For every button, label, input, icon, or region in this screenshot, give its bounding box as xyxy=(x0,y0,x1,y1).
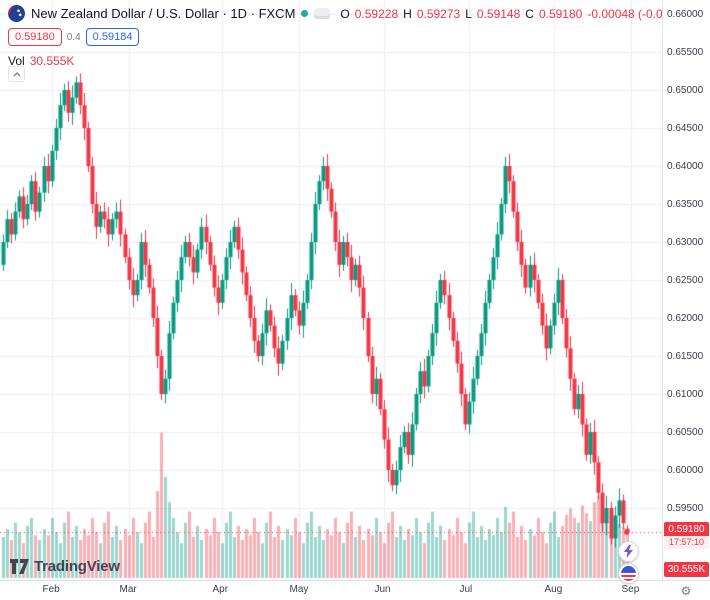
time-axis-month-label: Apr xyxy=(212,584,229,595)
time-axis-month-label: Jun xyxy=(374,584,391,595)
tradingview-logo[interactable]: TradingView xyxy=(10,558,120,575)
price-axis[interactable]: 0.59180 17:57:10 30.555K 0.66000 0.65500 0… xyxy=(662,0,710,580)
symbol-title[interactable]: New Zealand Dollar / U.S. Dollar · 1D · … xyxy=(31,6,296,21)
gear-icon[interactable]: ⚙ xyxy=(680,583,692,598)
close-label: C xyxy=(525,6,534,21)
time-axis-month-label: Sep xyxy=(621,584,640,595)
sell-bid-button[interactable]: 0.59180 xyxy=(8,28,62,46)
price-tick-label: 0.66000 xyxy=(667,8,704,20)
market-status-dot-icon[interactable] xyxy=(301,10,309,17)
ohlc-readout: O 0.59228 H 0.59273 L 0.59148 C 0.59180 … xyxy=(340,7,684,21)
tradingview-logo-icon xyxy=(10,559,29,574)
high-value: 0.59273 xyxy=(416,6,461,21)
time-axis-month-label: Mar xyxy=(119,584,137,595)
last-price-value: 0.59180 xyxy=(664,522,709,536)
price-tick-label: 0.64000 xyxy=(667,160,704,172)
volume-label: Vol xyxy=(8,54,25,68)
high-label: H xyxy=(403,6,412,21)
time-axis-month-label: May xyxy=(289,584,309,595)
price-tick-label: 0.63000 xyxy=(667,236,704,248)
price-tick-label: 0.65500 xyxy=(667,46,704,58)
data-source-icon[interactable] xyxy=(314,8,331,19)
price-tick-label: 0.61000 xyxy=(667,388,704,400)
volume-value: 30.555K xyxy=(29,54,75,68)
price-tick-label: 0.61500 xyxy=(667,350,704,362)
bid-ask-row: 0.59180 0.4 0.59184 xyxy=(8,28,140,46)
price-tick-label: 0.60500 xyxy=(667,426,704,438)
symbol-legend: New Zealand Dollar / U.S. Dollar · 1D · … xyxy=(8,5,684,22)
price-tick-label: 0.63500 xyxy=(667,198,704,210)
nzdusd-pair-icon xyxy=(8,5,25,22)
low-label: L xyxy=(465,6,472,21)
time-axis-month-label: Aug xyxy=(544,584,563,595)
volume-legend: Vol 30.555K xyxy=(8,54,74,68)
currency-flags-button[interactable] xyxy=(618,563,639,584)
open-value: 0.59228 xyxy=(354,6,399,21)
price-tick-label: 0.59500 xyxy=(667,502,704,514)
candlestick-chart-pane[interactable] xyxy=(0,0,662,580)
time-axis-month-label: Jul xyxy=(459,584,473,595)
price-tick-label: 0.60000 xyxy=(667,464,704,476)
spread-value: 0.4 xyxy=(66,31,81,43)
lightning-bolt-icon xyxy=(624,545,633,558)
buy-ask-button[interactable]: 0.59184 xyxy=(85,28,140,46)
chevron-up-icon xyxy=(13,71,20,76)
legend-collapse-button[interactable] xyxy=(8,66,25,82)
quick-trade-button[interactable] xyxy=(618,541,639,562)
last-price-badge[interactable]: 0.59180 17:57:10 xyxy=(664,522,709,549)
price-tick-label: 0.65000 xyxy=(667,84,704,96)
price-tick-label: 0.62500 xyxy=(667,274,704,286)
low-value: 0.59148 xyxy=(476,6,521,21)
price-tick-label: 0.62000 xyxy=(667,312,704,324)
time-axis[interactable]: Feb Mar Apr May Jun Jul Aug Sep xyxy=(0,580,662,600)
flags-icon xyxy=(621,566,636,581)
volume-axis-badge: 30.555K xyxy=(664,562,709,577)
time-axis-month-label: Feb xyxy=(42,584,60,595)
open-label: O xyxy=(340,6,350,21)
axis-settings-corner[interactable]: ⚙ xyxy=(662,580,710,600)
close-value: 0.59180 xyxy=(538,6,583,21)
price-tick-label: 0.64500 xyxy=(667,122,704,134)
tradingview-logo-text: TradingView xyxy=(34,558,120,575)
bar-countdown: 17:57:10 xyxy=(664,536,709,549)
change-value: -0.00048 (-0.08%) xyxy=(587,6,685,21)
